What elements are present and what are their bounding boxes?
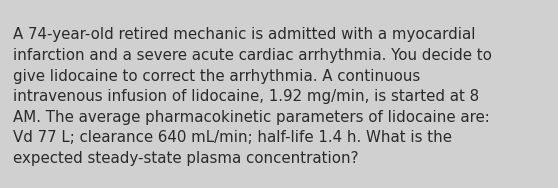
Text: A 74-year-old retired mechanic is admitted with a myocardial
infarction and a se: A 74-year-old retired mechanic is admitt…: [13, 27, 492, 166]
